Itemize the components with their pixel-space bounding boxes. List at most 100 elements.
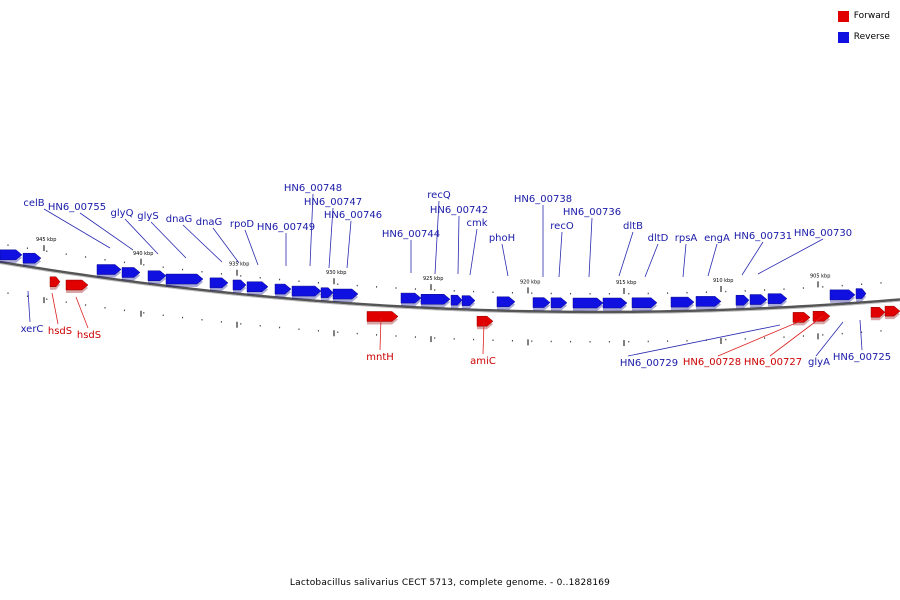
tick-label: 925 kbp [423, 276, 443, 282]
gene-leader-line [558, 231, 563, 278]
gene-layer [0, 249, 900, 330]
reverse-gene-28[interactable] [829, 289, 856, 301]
tick-label: 945 kbp [36, 237, 56, 243]
gene-label: recQ [427, 190, 451, 201]
gene-leader-line [757, 238, 824, 275]
reverse-gene-18[interactable] [532, 297, 551, 308]
reverse-gene-24[interactable] [695, 296, 722, 307]
reverse-gene-7[interactable] [232, 279, 247, 291]
gene-label: cmk [466, 218, 487, 229]
reverse-gene-19[interactable] [550, 297, 568, 309]
gene-label: HN6_00747 [304, 197, 362, 208]
gene-label: glyQ [111, 208, 134, 219]
forward-swatch [837, 10, 849, 22]
gene-leader-line [182, 224, 223, 263]
reverse-gene-4[interactable] [147, 270, 167, 282]
forward-gene-0[interactable] [49, 276, 61, 288]
legend-item-reverse: Reverse [837, 30, 890, 44]
reverse-gene-10[interactable] [291, 285, 322, 297]
reverse-gene-22[interactable] [631, 297, 658, 309]
reverse-gene-5[interactable] [165, 273, 204, 285]
gene-leader-line [859, 319, 863, 351]
reverse-gene-26[interactable] [749, 294, 768, 305]
backbone-layer [0, 260, 900, 315]
gene-label: phoH [489, 233, 515, 244]
forward-gene-7[interactable] [884, 305, 900, 317]
forward-gene-5[interactable] [812, 310, 831, 322]
reverse-gene-13[interactable] [400, 292, 422, 304]
reverse-gene-14[interactable] [420, 294, 451, 305]
forward-gene-6[interactable] [870, 307, 886, 318]
gene-leader-line [469, 228, 478, 276]
gene-label: HN6_00730 [794, 228, 852, 239]
reverse-gene-29[interactable] [855, 288, 867, 299]
forward-gene-1[interactable] [65, 279, 89, 291]
forward-gene-2[interactable] [366, 311, 399, 322]
gene-leader-line [328, 207, 334, 269]
reverse-gene-25[interactable] [735, 294, 750, 306]
reverse-gene-8[interactable] [246, 281, 269, 292]
reverse-gene-12[interactable] [332, 288, 359, 300]
gene-label: HN6_00731 [734, 231, 792, 242]
tick-label: 905 kbp [810, 273, 830, 279]
backbone-shadow [0, 263, 900, 315]
reverse-gene-21[interactable] [602, 297, 628, 309]
gene-label: HN6_00755 [48, 202, 106, 213]
gene-label: mntH [366, 352, 394, 363]
reverse-swatch [837, 31, 849, 43]
gene-label: HN6_00725 [833, 352, 891, 363]
gene-label: dnaG [166, 214, 193, 225]
gene-leader-line [457, 215, 460, 275]
gene-leader-line [588, 217, 593, 278]
gene-label: hsdS [77, 330, 101, 341]
reverse-gene-15[interactable] [450, 294, 463, 306]
gene-leader-line [627, 324, 781, 357]
gene-label: dltB [623, 221, 643, 232]
gene-leader-line [618, 231, 634, 277]
gene-label: HN6_00746 [324, 210, 382, 221]
reverse-gene-16[interactable] [461, 295, 476, 306]
gene-leader-line [51, 292, 59, 325]
gene-label: amiC [470, 356, 496, 367]
gene-label: HN6_00729 [620, 358, 678, 369]
reverse-gene-27[interactable] [767, 293, 788, 304]
gene-leader-line [43, 208, 111, 249]
gene-label: HN6_00728 [683, 357, 741, 368]
gene-label: engA [704, 233, 730, 244]
gene-label: HN6_00749 [257, 222, 315, 233]
gene-leader-line [150, 221, 187, 259]
gene-leader-line [346, 220, 352, 269]
tick-label: 915 kbp [616, 280, 636, 286]
forward-gene-4[interactable] [792, 312, 811, 323]
gene-leader-line [434, 200, 440, 275]
gene-leader-line [75, 296, 89, 329]
gene-label: glyA [808, 357, 830, 368]
tick-layer: 945 kbp 940 kbp 935 kbp 930 kbp 925 kbp 920 k… [7, 237, 882, 346]
legend: Forward Reverse [837, 9, 890, 51]
reverse-gene-23[interactable] [670, 296, 695, 308]
gene-label: HN6_00738 [514, 194, 572, 205]
reverse-gene-11[interactable] [320, 287, 334, 298]
gene-label: HN6_00744 [382, 229, 440, 240]
forward-gene-3[interactable] [476, 315, 494, 327]
reverse-gene-0[interactable] [0, 249, 23, 261]
gene-leader-line [309, 193, 314, 267]
reverse-gene-6[interactable] [209, 277, 229, 289]
reverse-gene-9[interactable] [274, 283, 292, 295]
gene-leader-line [769, 315, 824, 357]
gene-leader-line [379, 317, 382, 351]
gene-label: xerC [21, 324, 44, 335]
reverse-gene-20[interactable] [572, 297, 604, 309]
legend-label-reverse: Reverse [853, 32, 890, 42]
legend-label-forward: Forward [853, 11, 890, 21]
gene-label: HN6_00727 [744, 357, 802, 368]
gene-leader-line [717, 319, 804, 357]
reverse-gene-3[interactable] [121, 267, 141, 278]
gene-label: dltD [648, 233, 669, 244]
reverse-gene-17[interactable] [496, 296, 516, 308]
gene-leader-line [482, 321, 485, 355]
reverse-gene-1[interactable] [22, 252, 42, 264]
reverse-gene-2[interactable] [96, 264, 122, 275]
gene-label: hsdS [48, 326, 72, 337]
